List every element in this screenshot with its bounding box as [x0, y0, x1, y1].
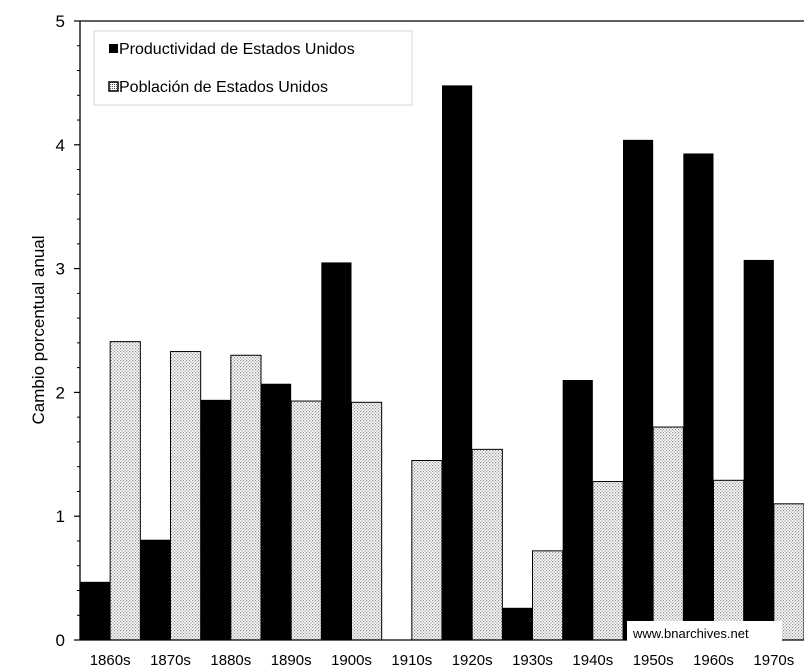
x-tick-label-1930s: 1930s	[512, 652, 553, 669]
bar-productividad-1890s	[261, 384, 291, 640]
x-tick-label-1880s: 1880s	[210, 652, 251, 669]
x-tick-label-1870s: 1870s	[150, 652, 191, 669]
legend-label-productividad: Productividad de Estados Unidos	[119, 41, 355, 58]
x-tick-label-1890s: 1890s	[271, 652, 312, 669]
watermark: www.bnarchives.net	[627, 621, 782, 645]
bar-productividad-1860s	[80, 582, 110, 640]
legend-label-poblacion: Población de Estados Unidos	[119, 79, 328, 96]
x-tick-label-1940s: 1940s	[572, 652, 613, 669]
x-tick-label-1920s: 1920s	[452, 652, 493, 669]
bar-productividad-1960s	[683, 153, 713, 640]
bar-productividad-1950s	[623, 140, 653, 640]
y-tick-label-2: 2	[56, 383, 65, 402]
y-axis-title: Cambio porcentual anual	[29, 235, 48, 424]
x-tick-label-1970s: 1970s	[753, 652, 794, 669]
x-tick-label-1960s: 1960s	[693, 652, 734, 669]
x-labels-group: 1860s 1870s 1880s 1890s 1900s 1910s 1920s 1930s…	[90, 652, 795, 669]
y-tick-label-3: 3	[56, 260, 65, 279]
y-tick-label-5: 5	[56, 12, 65, 31]
legend-swatch-productividad	[109, 44, 118, 53]
bar-productividad-1930s	[502, 608, 532, 640]
bar-poblacion-1930s	[533, 551, 563, 640]
y-tick-label-4: 4	[56, 136, 65, 155]
bar-poblacion-1960s	[714, 480, 744, 640]
bar-productividad-1900s	[321, 262, 351, 640]
bar-poblacion-1860s	[110, 342, 140, 640]
x-tick-label-1910s: 1910s	[391, 652, 432, 669]
bar-poblacion-1900s	[352, 402, 382, 640]
y-tick-label-0: 0	[56, 631, 65, 650]
legend: Productividad de Estados Unidos Població…	[94, 31, 412, 105]
bar-poblacion-1890s	[291, 401, 321, 640]
y-ticks-group: 0 1 2 3 4 5	[56, 12, 80, 650]
bar-productividad-1940s	[563, 380, 593, 640]
bar-poblacion-1910s	[412, 460, 442, 640]
bar-productividad-1920s	[442, 85, 472, 640]
bar-productividad-1970s	[744, 260, 774, 640]
x-tick-label-1860s: 1860s	[90, 652, 131, 669]
watermark-text: www.bnarchives.net	[632, 626, 749, 641]
bar-poblacion-1970s	[774, 504, 804, 640]
bar-poblacion-1940s	[593, 482, 623, 640]
bar-productividad-1870s	[140, 540, 170, 640]
bar-poblacion-1880s	[231, 355, 261, 640]
bars-group	[80, 85, 804, 640]
x-tick-label-1950s: 1950s	[633, 652, 674, 669]
bar-productividad-1880s	[201, 400, 231, 640]
legend-swatch-poblacion	[109, 82, 118, 91]
bar-poblacion-1870s	[171, 352, 201, 640]
bar-poblacion-1920s	[472, 449, 502, 640]
x-tick-label-1900s: 1900s	[331, 652, 372, 669]
bar-poblacion-1950s	[653, 427, 683, 640]
y-tick-label-1: 1	[56, 507, 65, 526]
